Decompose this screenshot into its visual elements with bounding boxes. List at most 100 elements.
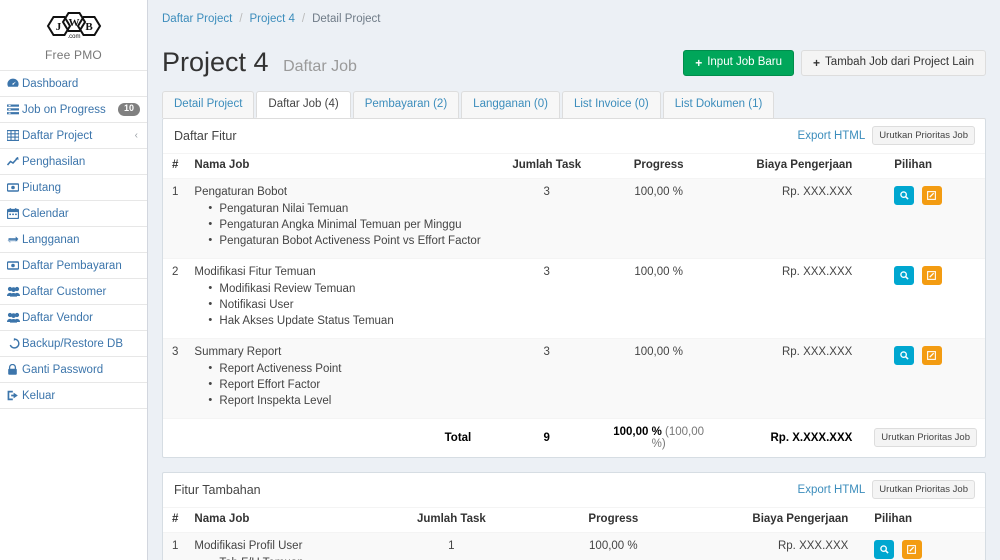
sidebar-item-langganan[interactable]: Langganan — [0, 226, 147, 252]
header-actions: + Input Job Baru + Tambah Job dari Proje… — [683, 44, 986, 76]
breadcrumb-item-project[interactable]: Project 4 — [249, 13, 295, 25]
table-header-row: # Nama Job Jumlah Task Progress Biaya Pe… — [163, 506, 985, 533]
refresh-icon — [7, 234, 22, 245]
edit-icon[interactable] — [921, 345, 942, 365]
col-pilihan: Pilihan — [856, 506, 985, 533]
col-nama-job: Nama Job — [186, 152, 494, 179]
subtask-list: Modifikasi Review Temuan Notifikasi User… — [208, 280, 485, 329]
tab-daftar-job[interactable]: Daftar Job (4) — [256, 90, 351, 118]
plus-icon: + — [813, 56, 821, 70]
subtask-list: Tab F/U Temuan — [208, 554, 364, 560]
input-job-baru-button[interactable]: + Input Job Baru — [683, 50, 795, 76]
col-biaya-pengerjaan: Biaya Pengerjaan — [717, 152, 861, 179]
search-icon[interactable] — [894, 345, 915, 365]
daftar-fitur-table: # Nama Job Jumlah Task Progress Biaya Pe… — [163, 152, 985, 457]
table-row: 1 Pengaturan Bobot Pengaturan Nilai Temu… — [163, 177, 985, 259]
total-progress: 100,00 % (100,00 %) — [600, 417, 718, 457]
tab-detail-project[interactable]: Detail Project — [162, 90, 255, 118]
urutkan-prioritas-job-button[interactable]: Urutkan Prioritas Job — [872, 125, 975, 146]
page-title: Project 4 Daftar Job — [162, 44, 357, 78]
search-icon[interactable] — [874, 539, 895, 559]
sidebar-item-label: Ganti Password — [22, 363, 104, 376]
sidebar-item-daftar-pembayaran[interactable]: Daftar Pembayaran — [0, 252, 147, 278]
col-pilihan: Pilihan — [860, 152, 985, 179]
subtask-item: Modifikasi Review Temuan — [208, 280, 485, 297]
sidebar-item-label: Job on Progress — [22, 103, 106, 116]
subtask-item: Report Activeness Point — [208, 360, 485, 377]
table-foot: Total 9 100,00 % (100,00 %) Rp. X.XXX.XX… — [163, 417, 985, 457]
export-html-link[interactable]: Export HTML — [797, 483, 866, 496]
subtask-item: Pengaturan Angka Minimal Temuan per Ming… — [208, 216, 485, 233]
job-name: Modifikasi Fitur Temuan — [194, 265, 316, 278]
breadcrumb-current: Detail Project — [312, 13, 381, 25]
refresh-icon — [7, 338, 22, 349]
sidebar-item-penghasilan[interactable]: Penghasilan — [0, 148, 147, 174]
cell-jumlah-task: 3 — [493, 177, 601, 259]
users-icon — [7, 312, 22, 323]
subtask-item: Pengaturan Nilai Temuan — [208, 200, 485, 217]
subtask-item: Pengaturan Bobot Activeness Point vs Eff… — [208, 232, 485, 249]
search-icon[interactable] — [894, 265, 915, 285]
tab-list-dokumen[interactable]: List Dokumen (1) — [662, 90, 775, 118]
col-num: # — [163, 506, 187, 533]
cell-num: 3 — [163, 337, 187, 419]
sidebar-item-daftar-customer[interactable]: Daftar Customer — [0, 278, 147, 304]
sidebar-item-dashboard[interactable]: Dashboard — [0, 70, 147, 96]
sidebar-item-label: Backup/Restore DB — [22, 337, 123, 350]
col-biaya-pengerjaan: Biaya Pengerjaan — [696, 506, 857, 533]
table-row: 1 Modifikasi Profil User Tab F/U Temuan … — [163, 531, 985, 560]
breadcrumb-item-daftar-project[interactable]: Daftar Project — [162, 13, 233, 25]
breadcrumb: Daftar Project / Project 4 / Detail Proj… — [148, 0, 1000, 38]
cell-progress: 100,00 % — [600, 257, 718, 339]
cell-nama-job: Modifikasi Fitur Temuan Modifikasi Revie… — [186, 257, 494, 339]
sidebar-item-label: Calendar — [22, 207, 69, 220]
edit-icon[interactable] — [921, 185, 942, 205]
cell-num: 1 — [163, 177, 187, 259]
urutkan-prioritas-job-button[interactable]: Urutkan Prioritas Job — [872, 479, 975, 500]
cell-pilihan — [860, 337, 985, 419]
tab-pembayaran[interactable]: Pembayaran (2) — [352, 90, 460, 118]
cell-jumlah-task: 1 — [372, 531, 530, 560]
total-pilihan: Urutkan Prioritas Job — [860, 417, 985, 457]
input-job-baru-label: Input Job Baru — [707, 56, 783, 69]
tambah-job-label: Tambah Job dari Project Lain — [825, 56, 974, 69]
cell-nama-job: Pengaturan Bobot Pengaturan Nilai Temuan… — [186, 177, 494, 259]
search-icon[interactable] — [894, 185, 915, 205]
sidebar-item-label: Daftar Customer — [22, 285, 107, 298]
tambah-job-dari-project-lain-button[interactable]: + Tambah Job dari Project Lain — [801, 50, 986, 76]
sidebar-item-calendar[interactable]: Calendar — [0, 200, 147, 226]
col-num: # — [163, 152, 187, 179]
sidebar-item-ganti-password[interactable]: Ganti Password — [0, 356, 147, 382]
job-name: Summary Report — [194, 345, 282, 358]
col-progress: Progress — [600, 152, 718, 179]
edit-icon[interactable] — [921, 265, 942, 285]
sidebar-item-label: Dashboard — [22, 77, 79, 90]
sidebar-item-backup-restore-db[interactable]: Backup/Restore DB — [0, 330, 147, 356]
cell-biaya: Rp. XXX.XXX — [717, 257, 861, 339]
urutkan-prioritas-job-button[interactable]: Urutkan Prioritas Job — [874, 427, 977, 448]
total-label: Total — [186, 417, 494, 457]
sidebar-item-label: Keluar — [22, 389, 56, 402]
status-badge: 10 — [117, 103, 140, 116]
breadcrumb-separator: / — [239, 13, 243, 25]
total-biaya: Rp. X.XXX.XXX — [717, 417, 861, 457]
brand-block: J W B .com Free PMO — [0, 0, 147, 70]
edit-icon[interactable] — [901, 539, 922, 559]
tab-list-invoice[interactable]: List Invoice (0) — [561, 90, 661, 118]
sidebar-item-keluar[interactable]: Keluar — [0, 382, 147, 409]
sidebar-item-piutang[interactable]: Piutang — [0, 174, 147, 200]
subtask-list: Report Activeness Point Report Effort Fa… — [208, 360, 485, 409]
box-tools: Export HTML Urutkan Prioritas Job — [797, 125, 975, 146]
tab-langganan[interactable]: Langganan (0) — [461, 90, 560, 118]
sidebar-item-daftar-vendor[interactable]: Daftar Vendor — [0, 304, 147, 330]
export-html-link[interactable]: Export HTML — [797, 129, 866, 142]
cell-nama-job: Modifikasi Profil User Tab F/U Temuan — [186, 531, 373, 560]
sidebar-item-label: Langganan — [22, 233, 80, 246]
lock-icon — [7, 364, 22, 375]
chart-line-icon — [7, 156, 22, 167]
subtask-item: Notifikasi User — [208, 296, 485, 313]
sidebar-item-job-on-progress[interactable]: Job on Progress 10 — [0, 96, 147, 122]
cell-biaya: Rp. XXX.XXX — [717, 177, 861, 259]
sidebar-item-daftar-project[interactable]: Daftar Project ‹ — [0, 122, 147, 148]
